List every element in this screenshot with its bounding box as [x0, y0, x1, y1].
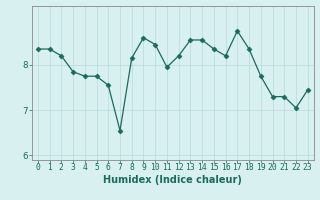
X-axis label: Humidex (Indice chaleur): Humidex (Indice chaleur)	[103, 175, 242, 185]
